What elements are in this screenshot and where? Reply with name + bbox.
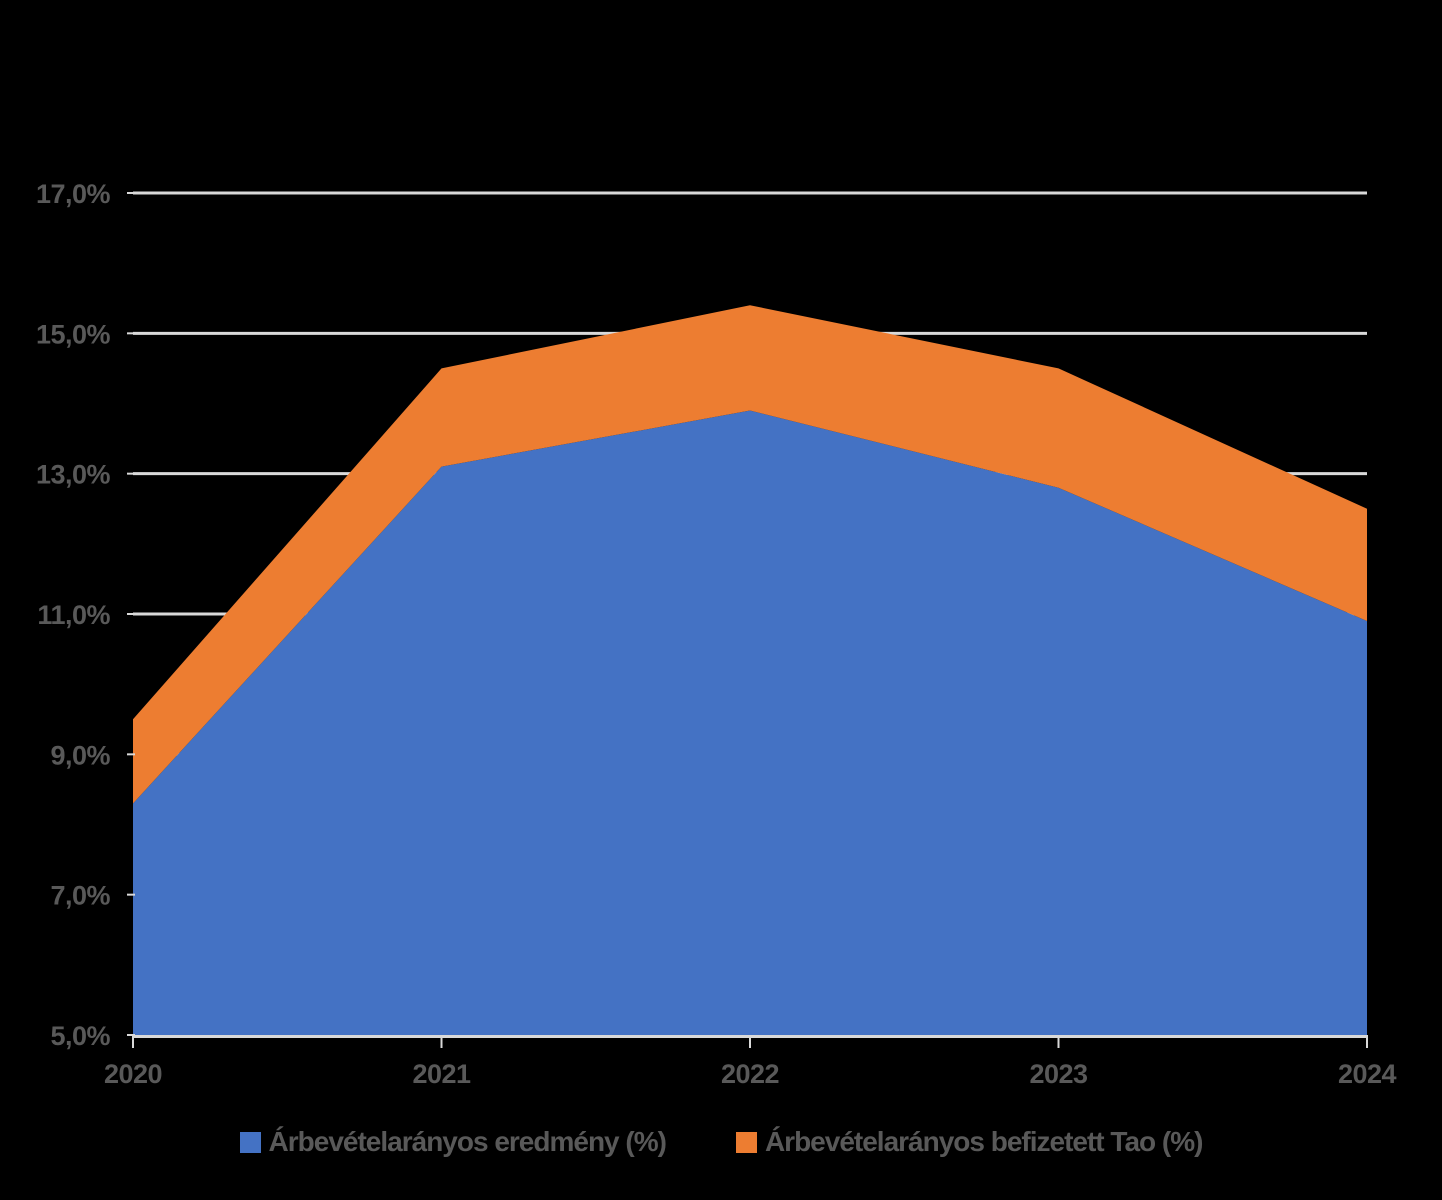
y-axis-label: 15,0% [36, 319, 111, 349]
x-axis-label: 2021 [412, 1059, 471, 1089]
y-axis-label: 9,0% [50, 740, 110, 770]
x-axis-label: 2020 [104, 1059, 162, 1089]
area-series-eredmeny [133, 410, 1367, 1035]
area-series-tao [133, 305, 1367, 804]
x-axis-label: 2024 [1338, 1059, 1397, 1089]
legend-label-eredmeny: Árbevételarányos eredmény (%) [268, 1126, 667, 1157]
legend-label-tao: Árbevételarányos befizetett Tao (%) [764, 1126, 1203, 1157]
legend-swatch-tao-icon [735, 1131, 757, 1153]
legend: Árbevételarányos eredmény (%) Árbevétela… [0, 1126, 1442, 1158]
x-axis-label: 2022 [721, 1059, 779, 1089]
legend-item-tao: Árbevételarányos befizetett Tao (%) [735, 1126, 1203, 1158]
y-axis-label: 7,0% [50, 881, 110, 911]
y-axis-label: 13,0% [36, 460, 111, 490]
x-axis-label: 2023 [1029, 1059, 1088, 1089]
y-axis-label: 17,0% [36, 179, 111, 209]
y-axis-label: 5,0% [50, 1021, 110, 1051]
legend-item-eredmeny: Árbevételarányos eredmény (%) [239, 1126, 667, 1158]
legend-swatch-eredmeny-icon [239, 1131, 261, 1153]
y-axis-label: 11,0% [37, 600, 110, 630]
